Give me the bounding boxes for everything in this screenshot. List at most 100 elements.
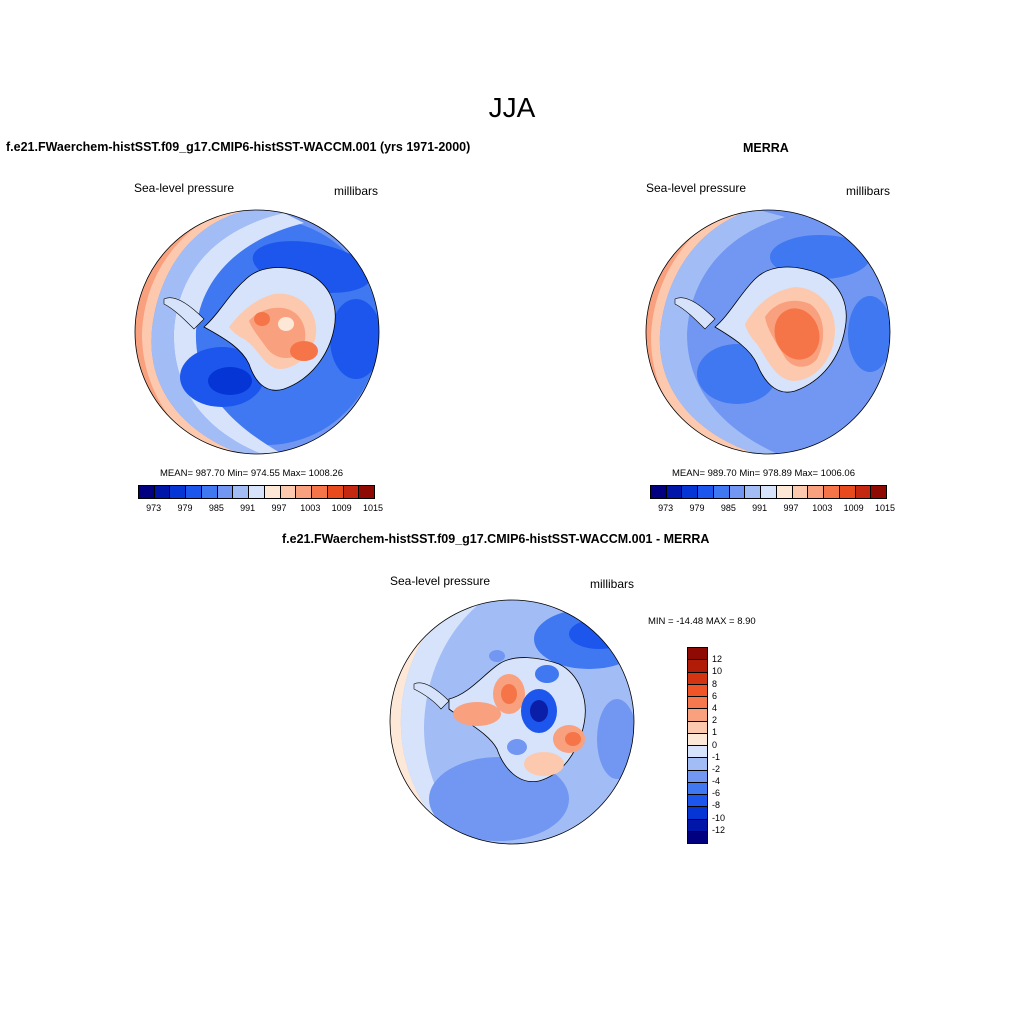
- colorbar-tick-label: -12: [712, 824, 726, 835]
- colorbar-tick-label: 997: [271, 503, 287, 513]
- colorbar-tick-label: 2: [712, 715, 718, 726]
- colorbar-swatch: [249, 486, 265, 498]
- model-polar-map: [134, 209, 380, 455]
- colorbar-swatch: [688, 770, 707, 783]
- model-high-pressure-core: [290, 341, 318, 361]
- diff-antarctica: [448, 657, 586, 782]
- colorbar-swatch: [688, 758, 707, 771]
- obs-units-label: millibars: [846, 184, 891, 198]
- colorbar-swatch: [688, 709, 707, 722]
- colorbar-tick-label: 1009: [331, 503, 352, 513]
- obs-variable-label: Sea-level pressure: [646, 181, 747, 195]
- colorbar-tick-label: 1: [712, 727, 718, 738]
- colorbar-tick-label: 10: [712, 666, 723, 677]
- colorbar-swatch: [713, 486, 730, 498]
- colorbar-tick-label: 997: [783, 503, 799, 513]
- colorbar-swatch: [688, 672, 707, 685]
- colorbar-tick-label: -10: [712, 812, 726, 823]
- colorbar-tick-label: -2: [712, 763, 721, 774]
- colorbar-swatch: [688, 746, 707, 759]
- colorbar-swatch: [688, 733, 707, 746]
- colorbar-tick-label: 979: [177, 503, 193, 513]
- diff-stats: MIN = -14.48 MAX = 8.90: [648, 616, 756, 627]
- colorbar-swatch: [264, 486, 281, 498]
- obs-panel-title: MERRA: [743, 141, 789, 155]
- diff-panel-title: f.e21.FWaerchem-histSST.f09_g17.CMIP6-hi…: [282, 532, 710, 546]
- colorbar-swatch: [666, 486, 683, 498]
- obs-colorbar-ticks: 973 979 985 991 997 1003 1009 1015: [650, 503, 895, 515]
- colorbar-tick-label: 991: [240, 503, 256, 513]
- model-variable-label: Sea-level pressure: [134, 181, 235, 195]
- colorbar-tick-label: 979: [689, 503, 705, 513]
- model-warm-edge: [135, 210, 254, 454]
- colorbar-swatch: [343, 486, 360, 498]
- colorbar-swatch: [688, 660, 707, 673]
- colorbar-tick-label: 985: [208, 503, 224, 513]
- colorbar-swatch: [808, 486, 825, 498]
- colorbar-tick-label: 0: [712, 739, 718, 750]
- colorbar-swatch: [792, 486, 809, 498]
- colorbar-swatch: [688, 819, 707, 832]
- colorbar-swatch: [761, 486, 777, 498]
- colorbar-swatch: [871, 486, 887, 498]
- colorbar-tick-label: 985: [720, 503, 736, 513]
- colorbar-tick-label: 8: [712, 678, 718, 689]
- colorbar-tick-label: 1003: [300, 503, 321, 513]
- colorbar-swatch: [170, 486, 187, 498]
- diff-variable-label: Sea-level pressure: [390, 574, 491, 588]
- colorbar-swatch: [688, 648, 707, 661]
- model-colorbar-ticks: 973 979 985 991 997 1003 1009 1015: [138, 503, 383, 515]
- colorbar-swatch: [855, 486, 872, 498]
- colorbar-tick-label: 1009: [843, 503, 864, 513]
- colorbar-tick-label: 1015: [362, 503, 383, 513]
- colorbar-tick-label: 6: [712, 690, 718, 701]
- colorbar-swatch: [217, 486, 234, 498]
- colorbar-tick-label: 4: [712, 702, 718, 713]
- colorbar-swatch: [327, 486, 344, 498]
- obs-polar-map: [645, 209, 891, 455]
- obs-colorbar: [650, 485, 887, 499]
- colorbar-tick-label: 973: [146, 503, 162, 513]
- colorbar-swatch: [154, 486, 171, 498]
- obs-high-pressure-core: [774, 308, 820, 360]
- model-panel-title: f.e21.FWaerchem-histSST.f09_g17.CMIP6-hi…: [6, 140, 471, 154]
- colorbar-tick-label: -8: [712, 800, 721, 811]
- model-units-label: millibars: [334, 184, 379, 198]
- diff-colorbar: [687, 647, 708, 844]
- colorbar-tick-label: 973: [658, 503, 674, 513]
- colorbar-tick-label: 991: [752, 503, 768, 513]
- diff-units-label: millibars: [590, 577, 635, 591]
- colorbar-tick-label: 1015: [874, 503, 895, 513]
- colorbar-swatch: [682, 486, 699, 498]
- colorbar-swatch: [688, 697, 707, 710]
- colorbar-swatch: [688, 782, 707, 795]
- colorbar-swatch: [688, 807, 707, 820]
- colorbar-swatch: [839, 486, 856, 498]
- colorbar-swatch: [359, 486, 375, 498]
- colorbar-swatch: [233, 486, 250, 498]
- colorbar-tick-label: -6: [712, 788, 721, 799]
- obs-stats: MEAN= 989.70 Min= 978.89 Max= 1006.06: [672, 468, 855, 479]
- colorbar-swatch: [651, 486, 667, 498]
- colorbar-swatch: [312, 486, 328, 498]
- model-stats: MEAN= 987.70 Min= 974.55 Max= 1008.26: [160, 468, 343, 479]
- diff-positive-peninsula: [453, 702, 501, 726]
- colorbar-swatch: [688, 684, 707, 697]
- colorbar-swatch: [698, 486, 714, 498]
- colorbar-tick-label: -1: [712, 751, 721, 762]
- model-colorbar: [138, 485, 375, 499]
- colorbar-swatch: [729, 486, 746, 498]
- colorbar-swatch: [745, 486, 762, 498]
- colorbar-swatch: [824, 486, 840, 498]
- colorbar-swatch: [201, 486, 218, 498]
- colorbar-tick-label: 1003: [812, 503, 833, 513]
- figure-title: JJA: [488, 92, 536, 123]
- colorbar-swatch: [776, 486, 793, 498]
- colorbar-swatch: [688, 831, 707, 843]
- obs-warm-edge: [646, 210, 760, 454]
- colorbar-swatch: [186, 486, 202, 498]
- diff-colorbar-ticks: 12 10 8 6 4 2 1 0 -1 -2 -4 -6 -8 -10 -12: [712, 647, 742, 844]
- colorbar-swatch: [280, 486, 297, 498]
- colorbar-tick-label: -4: [712, 776, 721, 787]
- colorbar-swatch: [688, 795, 707, 808]
